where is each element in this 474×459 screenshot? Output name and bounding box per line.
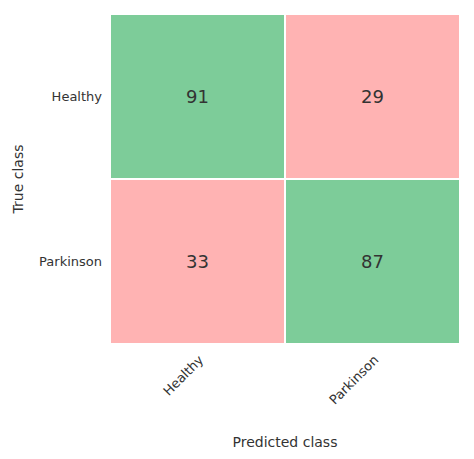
cell	[285, 179, 460, 344]
chart: 91 29 33 87 Healthy Parkinson Healthy Parkinson…	[0, 0, 474, 459]
cell	[110, 179, 285, 344]
cell-label: 29	[361, 86, 384, 107]
plot-area	[110, 14, 460, 344]
y-axis-label: True class	[10, 145, 26, 215]
x-tick-label: Parkinson	[326, 352, 381, 407]
cell	[110, 14, 285, 179]
x-tick-label: Healthy	[160, 352, 206, 398]
x-axis-label: Predicted class	[233, 434, 338, 450]
chart-container: 91 29 33 87 Healthy Parkinson Healthy Parkinson…	[0, 0, 474, 459]
y-tick-label: Parkinson	[39, 254, 102, 269]
cell-label: 33	[186, 251, 209, 272]
y-tick-label: Healthy	[52, 89, 103, 104]
cell-label: 87	[361, 251, 384, 272]
cell	[285, 14, 460, 179]
cell-label: 91	[186, 86, 209, 107]
